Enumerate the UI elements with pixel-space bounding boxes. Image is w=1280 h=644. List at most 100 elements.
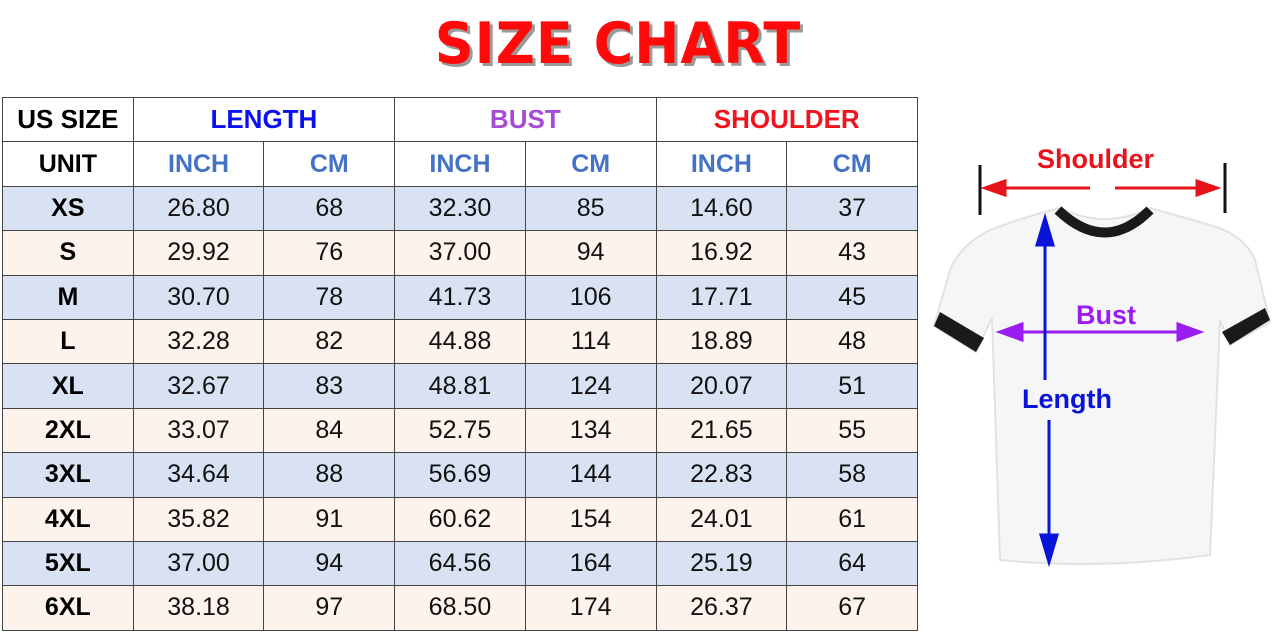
length-inch-cell: 32.28 (132, 318, 265, 365)
length-inch-cell: 32.67 (132, 363, 265, 409)
length-inch-cell: 26.80 (132, 185, 265, 232)
size-cell: 5XL (2, 540, 134, 587)
length-inch-cell: 34.64 (132, 452, 265, 498)
table-row: 5XL 37.00 94 64.56 164 25.19 64 (2, 540, 918, 587)
group-header-row: US SIZE LENGTH BUST SHOULDER (2, 96, 919, 143)
shoulder-header: SHOULDER (655, 96, 919, 143)
bust-cm-cell: 174 (524, 585, 657, 631)
size-cell: 2XL (2, 407, 134, 454)
shoulder-arrow (980, 178, 1222, 198)
size-table: US SIZE LENGTH BUST SHOULDER UNIT INCH C… (2, 96, 919, 631)
bust-cm-cell: 164 (524, 540, 657, 587)
size-cell: L (2, 318, 134, 365)
tshirt-diagram: Shoulder Bust Length (920, 130, 1280, 580)
shoulder-inch-cell: 26.37 (655, 585, 788, 631)
size-cell: S (2, 230, 134, 276)
length-header: LENGTH (132, 96, 396, 143)
bust-inch-cell: 32.30 (394, 185, 526, 232)
bust-arrow (995, 321, 1205, 343)
table-row: L 32.28 82 44.88 114 18.89 48 (2, 318, 918, 365)
length-cm-cell: 94 (263, 540, 396, 587)
length-inch-cell: 33.07 (132, 407, 265, 454)
bust-header: BUST (394, 96, 657, 143)
length-cm-cell: 78 (263, 274, 396, 320)
shoulder-cm-cell: 37 (786, 185, 918, 232)
size-cell: XL (2, 363, 134, 409)
bust-cm-cell: 134 (524, 407, 657, 454)
length-arrow (1034, 212, 1060, 568)
shoulder-cm-cell: 51 (786, 363, 918, 409)
unit-inch: INCH (394, 141, 526, 187)
unit-cm: CM (263, 141, 396, 187)
length-inch-cell: 30.70 (132, 274, 265, 320)
table-row: 3XL 34.64 88 56.69 144 22.83 58 (2, 452, 918, 498)
shoulder-inch-cell: 20.07 (655, 363, 788, 409)
bust-label: Bust (1076, 300, 1136, 330)
us-size-header: US SIZE (2, 96, 134, 143)
table-row: XL 32.67 83 48.81 124 20.07 51 (2, 363, 918, 409)
length-cm-cell: 82 (263, 318, 396, 365)
table-row: XS 26.80 68 32.30 85 14.60 37 (2, 185, 918, 232)
shoulder-inch-cell: 25.19 (655, 540, 788, 587)
shoulder-cm-cell: 67 (786, 585, 918, 631)
shoulder-cm-cell: 43 (786, 230, 918, 276)
bust-inch-cell: 56.69 (394, 452, 526, 498)
bust-inch-cell: 41.73 (394, 274, 526, 320)
table-row: M 30.70 78 41.73 106 17.71 45 (2, 274, 918, 320)
shoulder-inch-cell: 22.83 (655, 452, 788, 498)
shoulder-cm-cell: 61 (786, 496, 918, 542)
length-label: Length (1022, 384, 1112, 414)
shoulder-cm-cell: 45 (786, 274, 918, 320)
bust-cm-cell: 124 (524, 363, 657, 409)
table-row: 6XL 38.18 97 68.50 174 26.37 67 (2, 585, 918, 631)
shoulder-inch-cell: 14.60 (655, 185, 788, 232)
size-cell: 3XL (2, 452, 134, 498)
bust-inch-cell: 68.50 (394, 585, 526, 631)
length-cm-cell: 91 (263, 496, 396, 542)
shoulder-inch-cell: 21.65 (655, 407, 788, 454)
bust-cm-cell: 114 (524, 318, 657, 365)
unit-inch: INCH (655, 141, 788, 187)
bust-cm-cell: 94 (524, 230, 657, 276)
length-inch-cell: 38.18 (132, 585, 265, 631)
shoulder-inch-cell: 17.71 (655, 274, 788, 320)
size-cell: M (2, 274, 134, 320)
length-cm-cell: 83 (263, 363, 396, 409)
table-row: 2XL 33.07 84 52.75 134 21.65 55 (2, 407, 918, 454)
shoulder-label: Shoulder (1037, 144, 1155, 174)
length-cm-cell: 84 (263, 407, 396, 454)
bust-cm-cell: 144 (524, 452, 657, 498)
bust-inch-cell: 48.81 (394, 363, 526, 409)
bust-inch-cell: 44.88 (394, 318, 526, 365)
page-title: SIZE CHART (434, 10, 802, 77)
shoulder-inch-cell: 16.92 (655, 230, 788, 276)
length-cm-cell: 68 (263, 185, 396, 232)
unit-header: UNIT (2, 141, 134, 187)
shoulder-inch-cell: 18.89 (655, 318, 788, 365)
size-cell: 4XL (2, 496, 134, 542)
size-cell: XS (2, 185, 134, 232)
bust-inch-cell: 52.75 (394, 407, 526, 454)
shoulder-cm-cell: 64 (786, 540, 918, 587)
bust-cm-cell: 106 (524, 274, 657, 320)
length-inch-cell: 29.92 (132, 230, 265, 276)
table-row: S 29.92 76 37.00 94 16.92 43 (2, 230, 918, 276)
table-row: 4XL 35.82 91 60.62 154 24.01 61 (2, 496, 918, 542)
length-cm-cell: 76 (263, 230, 396, 276)
length-cm-cell: 97 (263, 585, 396, 631)
shoulder-inch-cell: 24.01 (655, 496, 788, 542)
unit-inch: INCH (132, 141, 265, 187)
shoulder-cm-cell: 48 (786, 318, 918, 365)
shoulder-cm-cell: 55 (786, 407, 918, 454)
bust-inch-cell: 60.62 (394, 496, 526, 542)
shoulder-cm-cell: 58 (786, 452, 918, 498)
length-cm-cell: 88 (263, 452, 396, 498)
length-inch-cell: 37.00 (132, 540, 265, 587)
bust-inch-cell: 37.00 (394, 230, 526, 276)
bust-inch-cell: 64.56 (394, 540, 526, 587)
length-inch-cell: 35.82 (132, 496, 265, 542)
tshirt-illustration (932, 163, 1272, 568)
bust-cm-cell: 154 (524, 496, 657, 542)
unit-cm: CM (524, 141, 657, 187)
unit-header-row: UNIT INCH CM INCH CM INCH CM (2, 141, 918, 187)
